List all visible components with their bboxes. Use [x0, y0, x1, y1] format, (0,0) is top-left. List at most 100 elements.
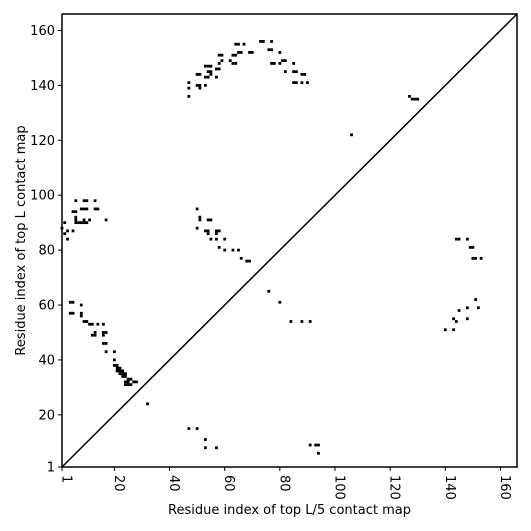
contact-point [350, 133, 353, 137]
contact-point [465, 237, 469, 241]
contact-point [187, 81, 191, 85]
y-tick-label: 1 [47, 461, 55, 476]
x-tick-label: 60 [221, 475, 236, 492]
contact-point [270, 40, 273, 43]
contact-point [82, 207, 86, 211]
contact-point [248, 51, 251, 54]
contact-point [308, 443, 312, 447]
contact-point [468, 245, 472, 249]
contact-point [454, 237, 458, 241]
contact-point [217, 229, 221, 233]
contact-point [71, 300, 75, 304]
x-tick-label: 80 [276, 475, 291, 492]
contact-point [118, 369, 122, 373]
contact-point [74, 210, 78, 214]
contact-point [112, 364, 116, 367]
contact-point [101, 333, 105, 337]
contact-point [234, 42, 238, 46]
plot-frame [61, 13, 518, 468]
contact-point [203, 446, 207, 450]
contact-point [129, 377, 133, 381]
contact-point [104, 331, 108, 334]
x-axis-label: Residue index of top L/5 contact map [168, 503, 411, 518]
contact-point [283, 59, 287, 63]
contact-point [231, 62, 235, 65]
contact-point [217, 53, 221, 57]
contact-point [278, 62, 282, 65]
contact-point [124, 380, 127, 384]
contact-point [476, 306, 480, 310]
contact-point [63, 232, 67, 236]
contact-point [215, 67, 218, 71]
contact-point [85, 199, 89, 203]
contact-point [223, 248, 227, 252]
contact-point [237, 248, 240, 252]
contact-point [289, 320, 293, 323]
contact-point [79, 221, 83, 225]
contact-point [270, 62, 273, 65]
contact-point [101, 331, 105, 334]
x-tick-label: 40 [166, 475, 181, 492]
contact-point [209, 218, 213, 222]
contact-point [209, 70, 213, 74]
contact-point [187, 86, 191, 90]
contact-point [209, 73, 213, 76]
contact-point [198, 215, 202, 219]
contact-point [198, 73, 202, 76]
contact-point [104, 218, 108, 222]
contact-point [126, 383, 130, 387]
contact-point [101, 342, 105, 345]
contact-point [206, 64, 210, 68]
contact-point [85, 207, 89, 211]
contact-point [281, 59, 285, 63]
contact-point [209, 64, 213, 68]
y-tick-label: 160 [30, 24, 55, 39]
contact-point [250, 51, 254, 54]
contact-point [74, 215, 78, 219]
contact-point [454, 320, 458, 323]
contact-point [474, 298, 478, 301]
contact-point [135, 380, 138, 384]
contact-point [79, 303, 83, 307]
contact-point [82, 320, 86, 323]
contact-points-layer [60, 40, 483, 455]
contact-point [261, 40, 265, 43]
contact-point [228, 59, 232, 63]
contact-point [104, 342, 108, 345]
contact-point [68, 300, 72, 304]
contact-point [85, 221, 89, 225]
contact-point [292, 62, 296, 65]
contact-point [74, 218, 78, 222]
contact-point [77, 221, 80, 225]
contact-point [203, 438, 207, 441]
contact-point [96, 207, 100, 211]
contact-point [82, 218, 86, 222]
contact-point [215, 232, 218, 236]
contact-point [278, 51, 282, 54]
contact-point [248, 259, 251, 263]
contact-point [223, 237, 227, 241]
contact-point [452, 328, 455, 332]
contact-point [124, 383, 127, 387]
x-tick-label: 140 [442, 475, 457, 500]
contact-point [294, 70, 298, 74]
contact-point [101, 322, 105, 326]
contact-point [272, 62, 276, 65]
contact-point [300, 81, 304, 85]
contact-point [90, 322, 94, 326]
contact-point [237, 51, 240, 54]
contact-point [198, 83, 202, 87]
contact-point [129, 383, 133, 387]
contact-point [195, 427, 199, 430]
contact-point [242, 42, 246, 46]
x-tick-label: 100 [332, 475, 347, 500]
contact-point [300, 320, 304, 323]
contact-point [259, 40, 262, 43]
contact-point [63, 221, 67, 225]
y-tick-label: 120 [30, 134, 55, 149]
contact-point [410, 97, 414, 101]
x-axis-ticks: 1 20 40 60 80 100 120 140 160 [59, 467, 512, 500]
contact-point [124, 375, 127, 378]
contact-point [267, 48, 271, 52]
contact-point [79, 314, 83, 318]
